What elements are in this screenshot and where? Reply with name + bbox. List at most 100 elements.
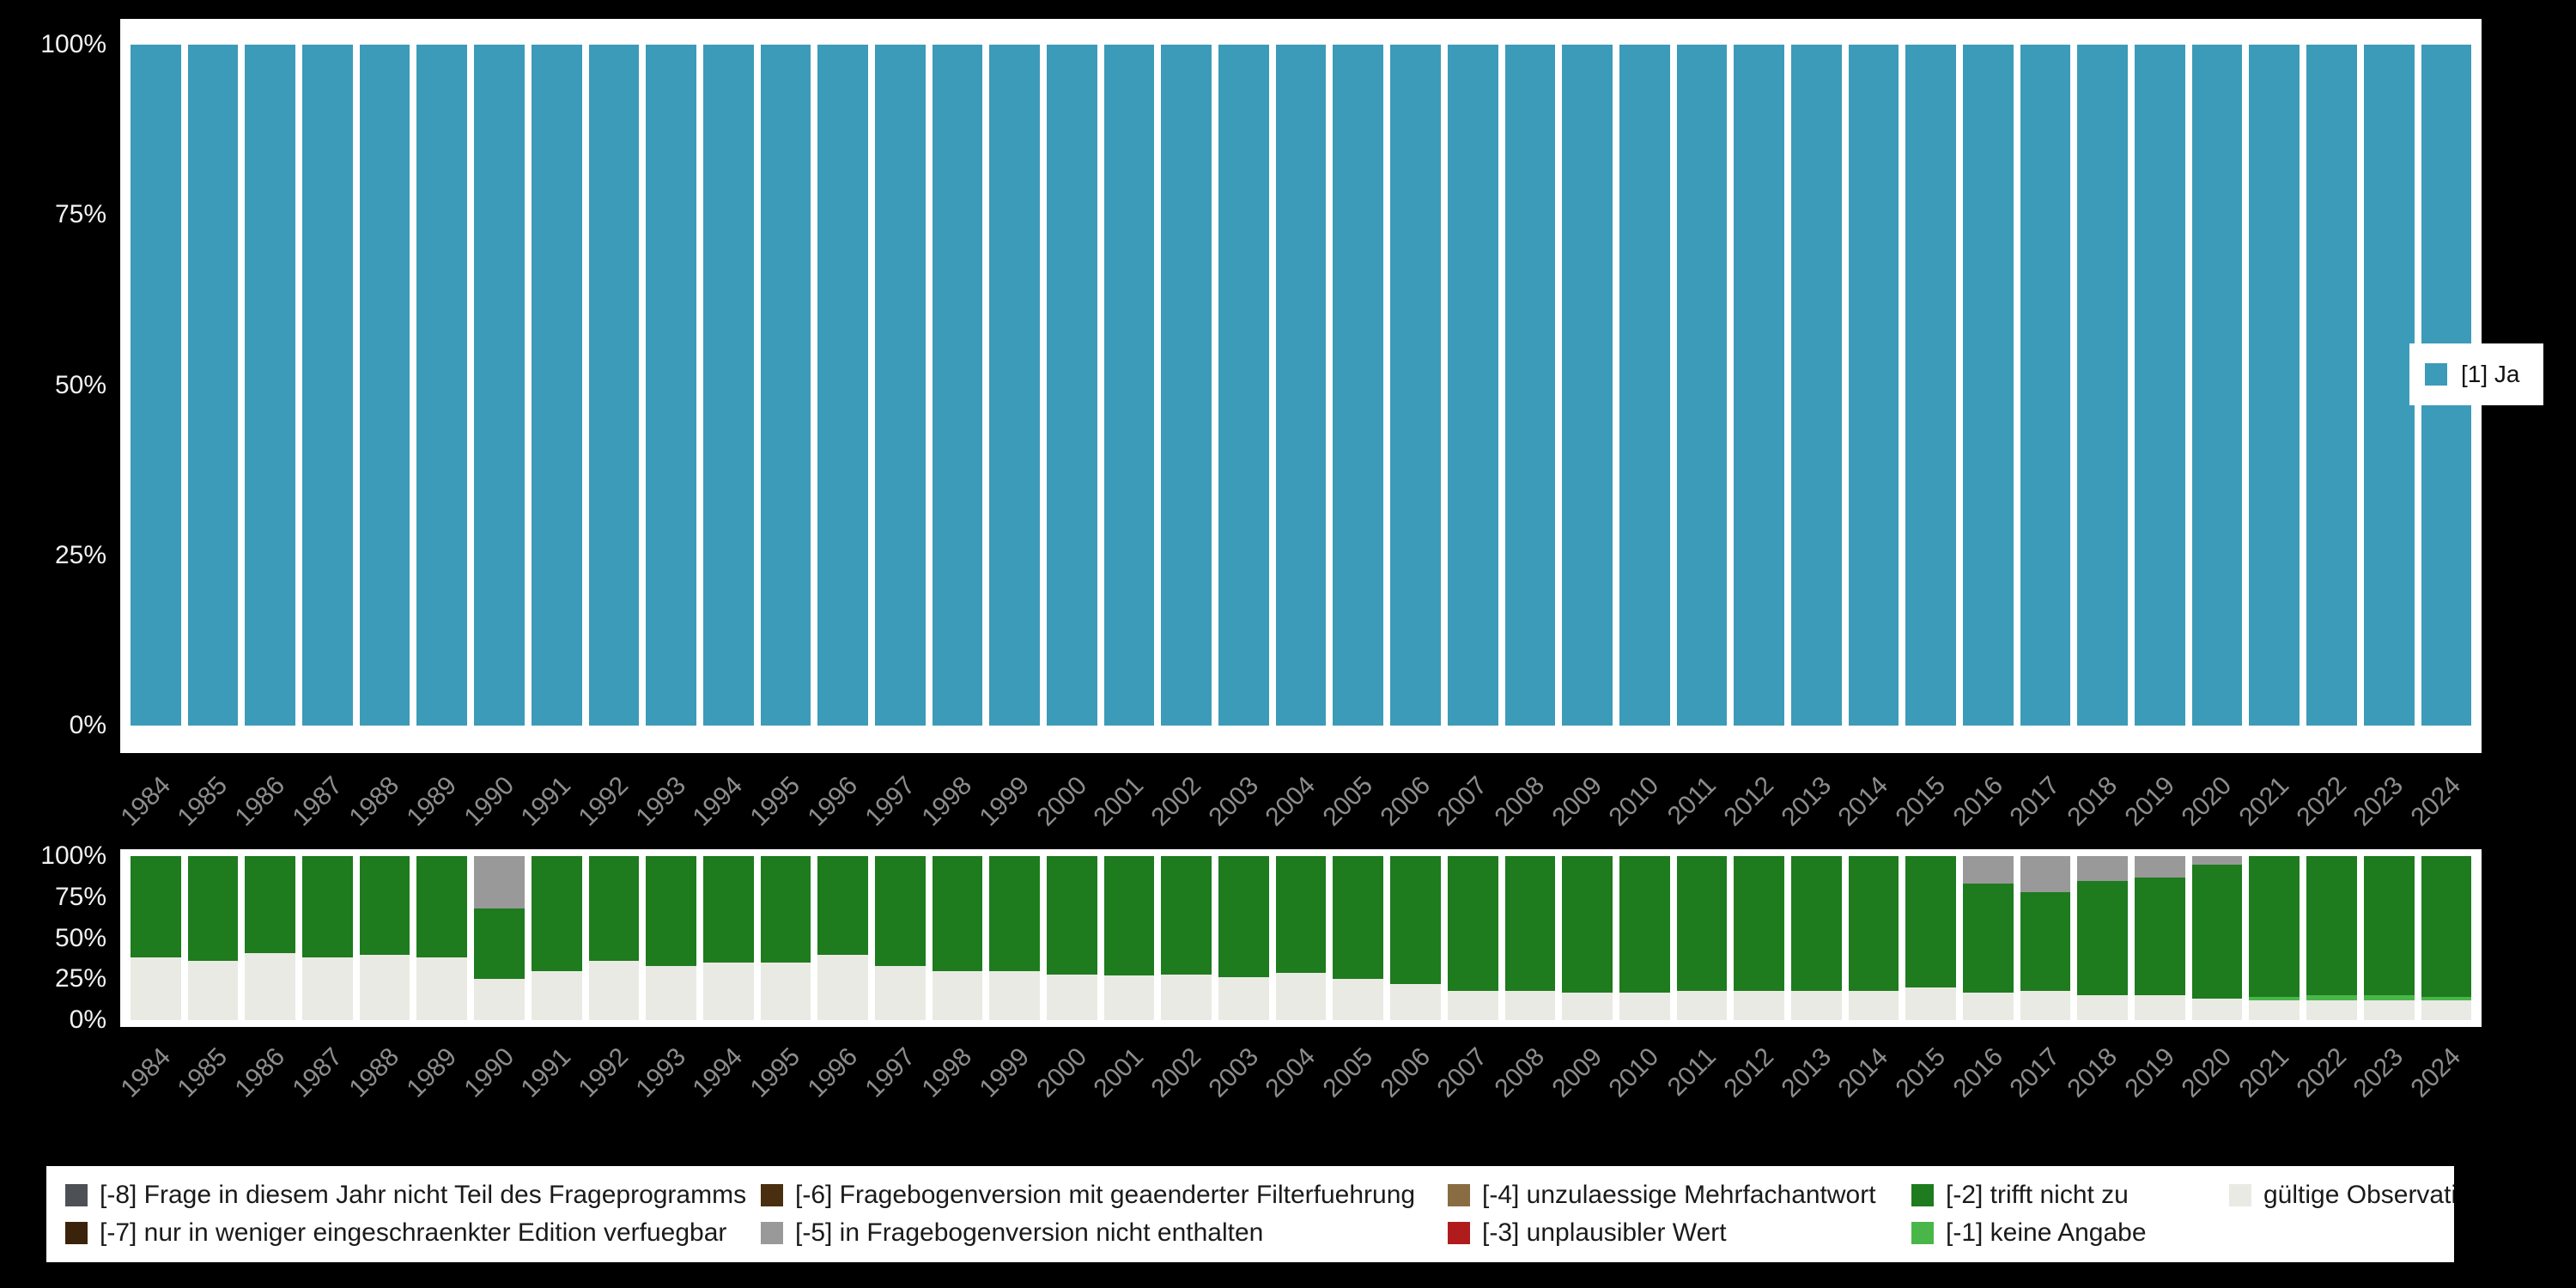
x-axis-tick: 1989: [402, 1032, 467, 1144]
bar-segment: [1333, 45, 1384, 726]
bar-segment: [2421, 856, 2472, 998]
x-axis-label: 2011: [1662, 1042, 1722, 1102]
bar-2008: [1504, 45, 1556, 726]
x-axis-label: 2023: [2348, 771, 2409, 832]
x-axis-tick: 2015: [1890, 1032, 1956, 1144]
x-axis-label: 2020: [2176, 771, 2238, 832]
bar-1988: [359, 856, 410, 1020]
bar-2005: [1333, 45, 1384, 726]
bar-segment: [2363, 995, 2415, 1001]
bar-2004: [1275, 856, 1327, 1020]
bar-segment: [1848, 856, 1899, 991]
bar-segment: [1447, 45, 1498, 726]
x-axis-label: 2011: [1662, 771, 1722, 830]
bar-segment: [1562, 856, 1613, 993]
x-axis-label: 2022: [2291, 771, 2352, 832]
bar-segment: [531, 856, 582, 971]
bar-segment: [2363, 45, 2415, 726]
y-axis-label: 100%: [40, 841, 106, 870]
bar-segment: [2306, 995, 2357, 1001]
bar-segment: [2306, 45, 2357, 726]
x-axis-label: 1990: [459, 1042, 519, 1103]
legend-swatch: [1911, 1183, 1934, 1206]
bar-segment: [187, 961, 239, 1020]
x-axis-label: 1996: [802, 1042, 863, 1103]
bar-segment: [2077, 995, 2129, 1020]
bar-segment: [245, 856, 296, 953]
x-axis-label: 2014: [1832, 771, 1894, 832]
x-axis-tick: 1991: [516, 1032, 582, 1144]
bar-segment: [702, 963, 754, 1020]
x-axis-label: 1984: [115, 1042, 176, 1103]
bar-1992: [588, 45, 640, 726]
x-axis-label: 2022: [2291, 1042, 2352, 1103]
x-axis-label: 2016: [1947, 1042, 2008, 1103]
x-axis-label: 2003: [1203, 771, 1264, 832]
bar-1988: [359, 45, 410, 726]
bar-1995: [760, 45, 811, 726]
bar-segment: [187, 856, 239, 962]
bar-segment: [531, 970, 582, 1020]
bar-segment: [302, 856, 353, 958]
bar-segment: [1161, 856, 1212, 975]
x-axis-tick: 2019: [2119, 1032, 2185, 1144]
legend-item: [-3] unplausibler Wert: [1448, 1218, 1903, 1248]
x-axis-label: 2009: [1546, 1042, 1607, 1103]
bar-1991: [531, 856, 582, 1020]
bar-segment: [1103, 975, 1155, 1020]
x-axis-label: 1985: [172, 1042, 234, 1103]
x-axis-label: 2002: [1145, 1042, 1207, 1103]
legend-label: [-7] nur in weniger eingeschraenkter Edi…: [100, 1218, 727, 1248]
bottom-chart-y-axis: 100% 75% 50% 25% 0%: [0, 843, 113, 1033]
bar-1997: [874, 45, 926, 726]
legend-item: [-8] Frage in diesem Jahr nicht Teil des…: [65, 1181, 752, 1210]
bar-2002: [1161, 856, 1212, 1020]
bar-segment: [2020, 45, 2071, 726]
bar-segment: [359, 954, 410, 1020]
x-axis-tick: 2009: [1546, 1032, 1613, 1144]
bar-2024: [2421, 856, 2472, 1020]
bar-2004: [1275, 45, 1327, 726]
bar-segment: [2421, 1000, 2472, 1020]
legend-swatch: [1448, 1183, 1470, 1206]
x-axis-label: 2017: [2004, 771, 2066, 832]
x-axis-tick: 2011: [1662, 1032, 1728, 1144]
x-axis-label: 1991: [515, 771, 577, 832]
bar-1990: [474, 856, 525, 1020]
bar-2012: [1734, 856, 1784, 1020]
bar-segment: [2249, 997, 2300, 1001]
bar-segment: [817, 856, 868, 955]
x-axis-tick: 2013: [1776, 1032, 1842, 1144]
bar-segment: [588, 45, 640, 726]
bar-segment: [2135, 856, 2185, 878]
bar-segment: [416, 856, 468, 958]
x-axis-label: 1995: [744, 1042, 806, 1103]
x-axis-label: 2004: [1260, 771, 1321, 832]
bar-1996: [817, 856, 868, 1020]
bar-segment: [2077, 880, 2129, 996]
bar-segment: [817, 45, 868, 726]
bar-segment: [1619, 992, 1670, 1020]
bar-1986: [245, 856, 296, 1020]
bar-segment: [1275, 972, 1327, 1020]
bar-2001: [1103, 45, 1155, 726]
bar-segment: [646, 965, 696, 1020]
x-axis-tick: 1984: [115, 1032, 181, 1144]
bar-segment: [1905, 856, 1956, 987]
bar-segment: [2191, 999, 2243, 1020]
bar-segment: [2135, 45, 2185, 726]
bar-2011: [1676, 856, 1728, 1020]
bar-segment: [874, 965, 926, 1020]
bottom-chart-x-labels: 1984 1985 1986 1987 1988 1989 1990 1991 1992 1993…: [115, 1032, 2482, 1144]
x-axis-tick: 2012: [1718, 1032, 1784, 1144]
bar-2016: [1963, 856, 2014, 1020]
y-axis-label: 0%: [69, 711, 106, 739]
x-axis-label: 2020: [2176, 1042, 2238, 1103]
y-axis-label: 100%: [40, 30, 106, 58]
bar-2010: [1619, 856, 1670, 1020]
bar-segment: [1103, 856, 1155, 976]
bar-segment: [1790, 990, 1842, 1020]
x-axis-tick: 1990: [459, 1032, 525, 1144]
bar-segment: [416, 45, 468, 726]
bar-segment: [760, 856, 811, 963]
